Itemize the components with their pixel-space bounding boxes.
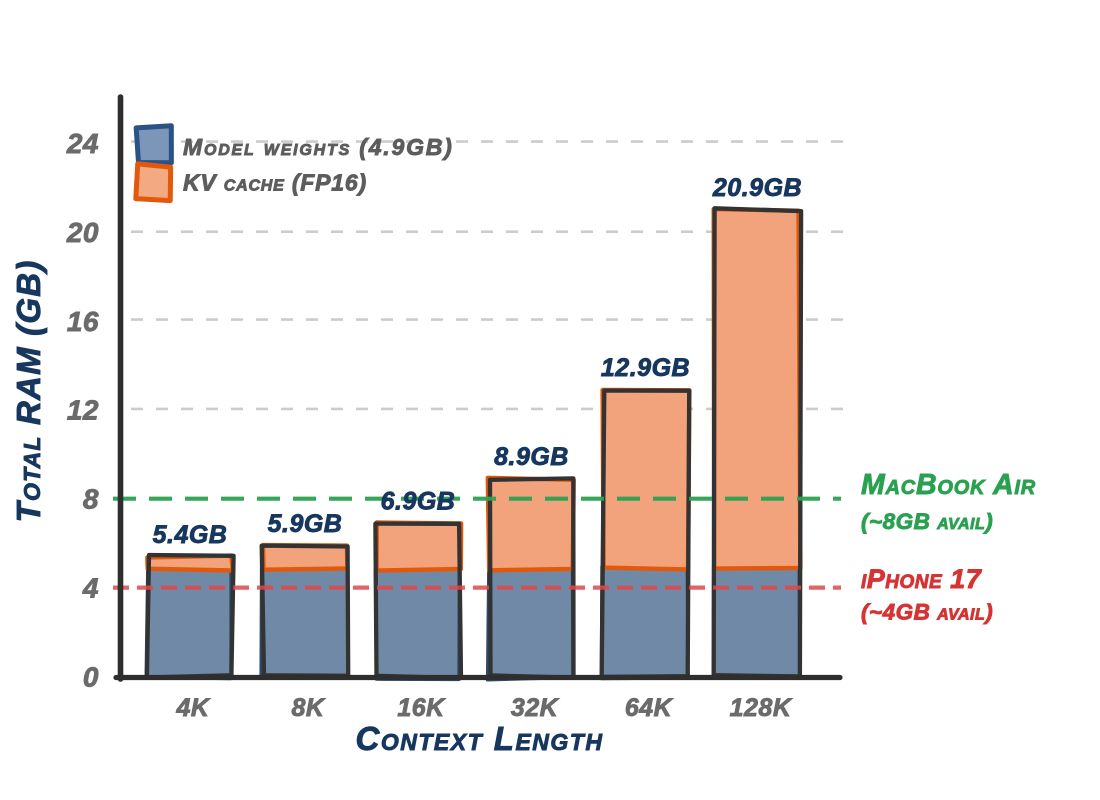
svg-text:KV cache (FP16): KV cache (FP16) <box>183 170 367 196</box>
svg-text:128K: 128K <box>730 694 793 722</box>
svg-text:5.4GB: 5.4GB <box>153 521 228 549</box>
svg-text:8K: 8K <box>292 694 326 722</box>
svg-text:4: 4 <box>82 573 99 604</box>
svg-text:8.9GB: 8.9GB <box>494 443 569 471</box>
svg-text:MacBook Air: MacBook Air <box>861 469 1036 501</box>
svg-text:6.9GB: 6.9GB <box>381 488 456 516</box>
svg-text:8: 8 <box>83 484 99 515</box>
svg-text:5.9GB: 5.9GB <box>268 510 343 538</box>
svg-text:32K: 32K <box>511 694 560 722</box>
svg-text:Context Length: Context Length <box>356 720 604 757</box>
svg-text:(~4GB avail): (~4GB avail) <box>861 600 993 625</box>
svg-text:64K: 64K <box>625 694 674 722</box>
svg-text:4K: 4K <box>176 694 211 722</box>
svg-text:Total RAM (GB): Total RAM (GB) <box>10 260 47 523</box>
svg-text:0: 0 <box>83 662 99 693</box>
svg-text:20.9GB: 20.9GB <box>712 174 802 202</box>
svg-text:iPhone 17: iPhone 17 <box>861 564 983 594</box>
svg-text:12.9GB: 12.9GB <box>601 354 690 382</box>
svg-text:Model weights (4.9GB): Model weights (4.9GB) <box>183 134 454 160</box>
svg-text:24: 24 <box>66 128 99 159</box>
svg-text:20: 20 <box>66 217 99 248</box>
svg-text:(~8GB avail): (~8GB avail) <box>861 509 993 534</box>
svg-text:16K: 16K <box>397 694 446 722</box>
svg-text:16: 16 <box>67 306 99 337</box>
svg-text:12: 12 <box>67 395 99 426</box>
